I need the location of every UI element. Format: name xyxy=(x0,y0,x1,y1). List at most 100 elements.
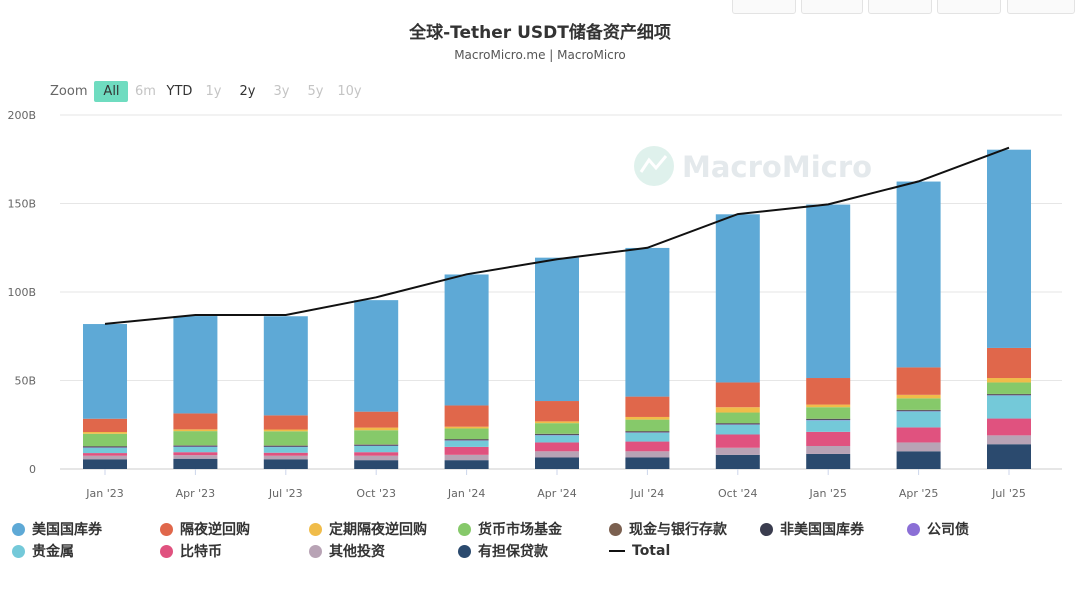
bar-segment[interactable] xyxy=(83,324,127,419)
legend-item[interactable]: 定期隔夜逆回购 xyxy=(309,519,427,539)
bar-segment[interactable] xyxy=(535,401,579,422)
bar-segment[interactable] xyxy=(263,445,308,447)
bar-segment[interactable] xyxy=(354,300,399,412)
bar-segment[interactable] xyxy=(625,247,670,397)
legend-item[interactable]: 贵金属 xyxy=(12,541,74,561)
zoom-2y-button[interactable]: 2y xyxy=(239,83,256,99)
bar-segment[interactable] xyxy=(173,431,218,446)
bar-segment[interactable] xyxy=(535,257,579,402)
bar-segment[interactable] xyxy=(535,435,579,443)
bar-segment[interactable] xyxy=(83,455,127,460)
bar-segment[interactable] xyxy=(715,407,760,413)
bar-segment[interactable] xyxy=(444,446,489,455)
bar-segment[interactable] xyxy=(896,410,941,412)
bar-segment[interactable] xyxy=(625,396,670,417)
bar-segment[interactable] xyxy=(715,434,760,448)
zoom-3y-button[interactable]: 3y xyxy=(273,83,290,99)
bar-stack[interactable] xyxy=(806,204,851,469)
bar-segment[interactable] xyxy=(263,415,308,430)
zoom-1y-button[interactable]: 1y xyxy=(205,83,222,99)
bar-segment[interactable] xyxy=(83,459,127,469)
bar-stack[interactable] xyxy=(535,257,579,469)
bar-segment[interactable] xyxy=(83,447,127,454)
bar-segment[interactable] xyxy=(715,214,760,383)
bar-segment[interactable] xyxy=(173,445,218,447)
legend-item[interactable]: 比特币 xyxy=(160,541,222,561)
bar-stack[interactable] xyxy=(625,247,670,469)
bar-segment[interactable] xyxy=(83,432,127,434)
bar-segment[interactable] xyxy=(715,382,760,408)
bar-stack[interactable] xyxy=(444,274,489,469)
bar-segment[interactable] xyxy=(173,455,218,459)
bar-segment[interactable] xyxy=(987,394,1031,396)
bar-segment[interactable] xyxy=(535,423,579,434)
bar-segment[interactable] xyxy=(263,455,308,460)
bar-stack[interactable] xyxy=(173,316,218,469)
bar-segment[interactable] xyxy=(354,452,399,456)
bar-segment[interactable] xyxy=(987,382,1031,394)
bar-segment[interactable] xyxy=(806,419,851,420)
bar-segment[interactable] xyxy=(715,412,760,424)
bar-segment[interactable] xyxy=(354,460,399,469)
bar-segment[interactable] xyxy=(806,420,851,432)
bar-segment[interactable] xyxy=(625,457,670,469)
bar-segment[interactable] xyxy=(896,398,941,410)
bar-segment[interactable] xyxy=(715,424,760,435)
bar-segment[interactable] xyxy=(896,411,941,428)
zoom-10y-button[interactable]: 10y xyxy=(337,83,362,99)
bar-stack[interactable] xyxy=(987,149,1031,469)
bar-stack[interactable] xyxy=(896,181,941,469)
bar-segment[interactable] xyxy=(806,378,851,405)
bar-segment[interactable] xyxy=(806,431,851,446)
legend-item[interactable]: 非美国国库券 xyxy=(760,519,864,539)
bar-segment[interactable] xyxy=(444,454,489,461)
toolbar-button-4[interactable] xyxy=(937,0,1001,14)
bar-segment[interactable] xyxy=(263,429,308,432)
bar-segment[interactable] xyxy=(806,404,851,408)
bar-segment[interactable] xyxy=(625,441,670,452)
bar-segment[interactable] xyxy=(444,274,489,406)
bar-segment[interactable] xyxy=(263,447,308,453)
bar-segment[interactable] xyxy=(535,457,579,469)
bar-segment[interactable] xyxy=(263,316,308,416)
bar-segment[interactable] xyxy=(444,439,489,441)
zoom-5y-button[interactable]: 5y xyxy=(307,83,324,99)
bar-segment[interactable] xyxy=(987,418,1031,436)
bar-segment[interactable] xyxy=(173,452,218,456)
bar-segment[interactable] xyxy=(625,451,670,458)
legend-item[interactable]: 其他投资 xyxy=(309,541,385,561)
bar-segment[interactable] xyxy=(625,416,670,420)
legend-item[interactable]: 美国国库券 xyxy=(12,519,102,539)
bar-segment[interactable] xyxy=(896,181,941,368)
zoom-6m-button[interactable]: 6m xyxy=(135,83,156,99)
bar-segment[interactable] xyxy=(354,411,399,428)
bar-segment[interactable] xyxy=(987,347,1031,379)
legend-item[interactable]: 隔夜逆回购 xyxy=(160,519,250,539)
bar-segment[interactable] xyxy=(173,429,218,432)
bar-segment[interactable] xyxy=(806,204,851,379)
bar-segment[interactable] xyxy=(625,431,670,433)
bar-segment[interactable] xyxy=(896,451,941,469)
bar-segment[interactable] xyxy=(806,407,851,419)
bar-segment[interactable] xyxy=(173,458,218,469)
bar-segment[interactable] xyxy=(535,434,579,436)
bar-segment[interactable] xyxy=(715,447,760,455)
bar-segment[interactable] xyxy=(83,446,127,448)
bar-segment[interactable] xyxy=(354,427,399,431)
bar-segment[interactable] xyxy=(987,395,1031,419)
legend-item[interactable]: 有担保贷款 xyxy=(458,541,548,561)
bar-segment[interactable] xyxy=(987,378,1031,383)
bar-segment[interactable] xyxy=(535,451,579,458)
bar-segment[interactable] xyxy=(896,394,941,399)
bar-stack[interactable] xyxy=(263,316,308,469)
legend-item[interactable]: 现金与银行存款 xyxy=(609,519,727,539)
bar-segment[interactable] xyxy=(625,419,670,432)
bar-segment[interactable] xyxy=(535,442,579,452)
bar-segment[interactable] xyxy=(444,460,489,469)
bar-segment[interactable] xyxy=(263,459,308,469)
bar-segment[interactable] xyxy=(987,435,1031,445)
bar-segment[interactable] xyxy=(987,444,1031,469)
toolbar-button-2[interactable] xyxy=(801,0,863,14)
bar-segment[interactable] xyxy=(173,413,218,430)
bar-segment[interactable] xyxy=(806,445,851,454)
